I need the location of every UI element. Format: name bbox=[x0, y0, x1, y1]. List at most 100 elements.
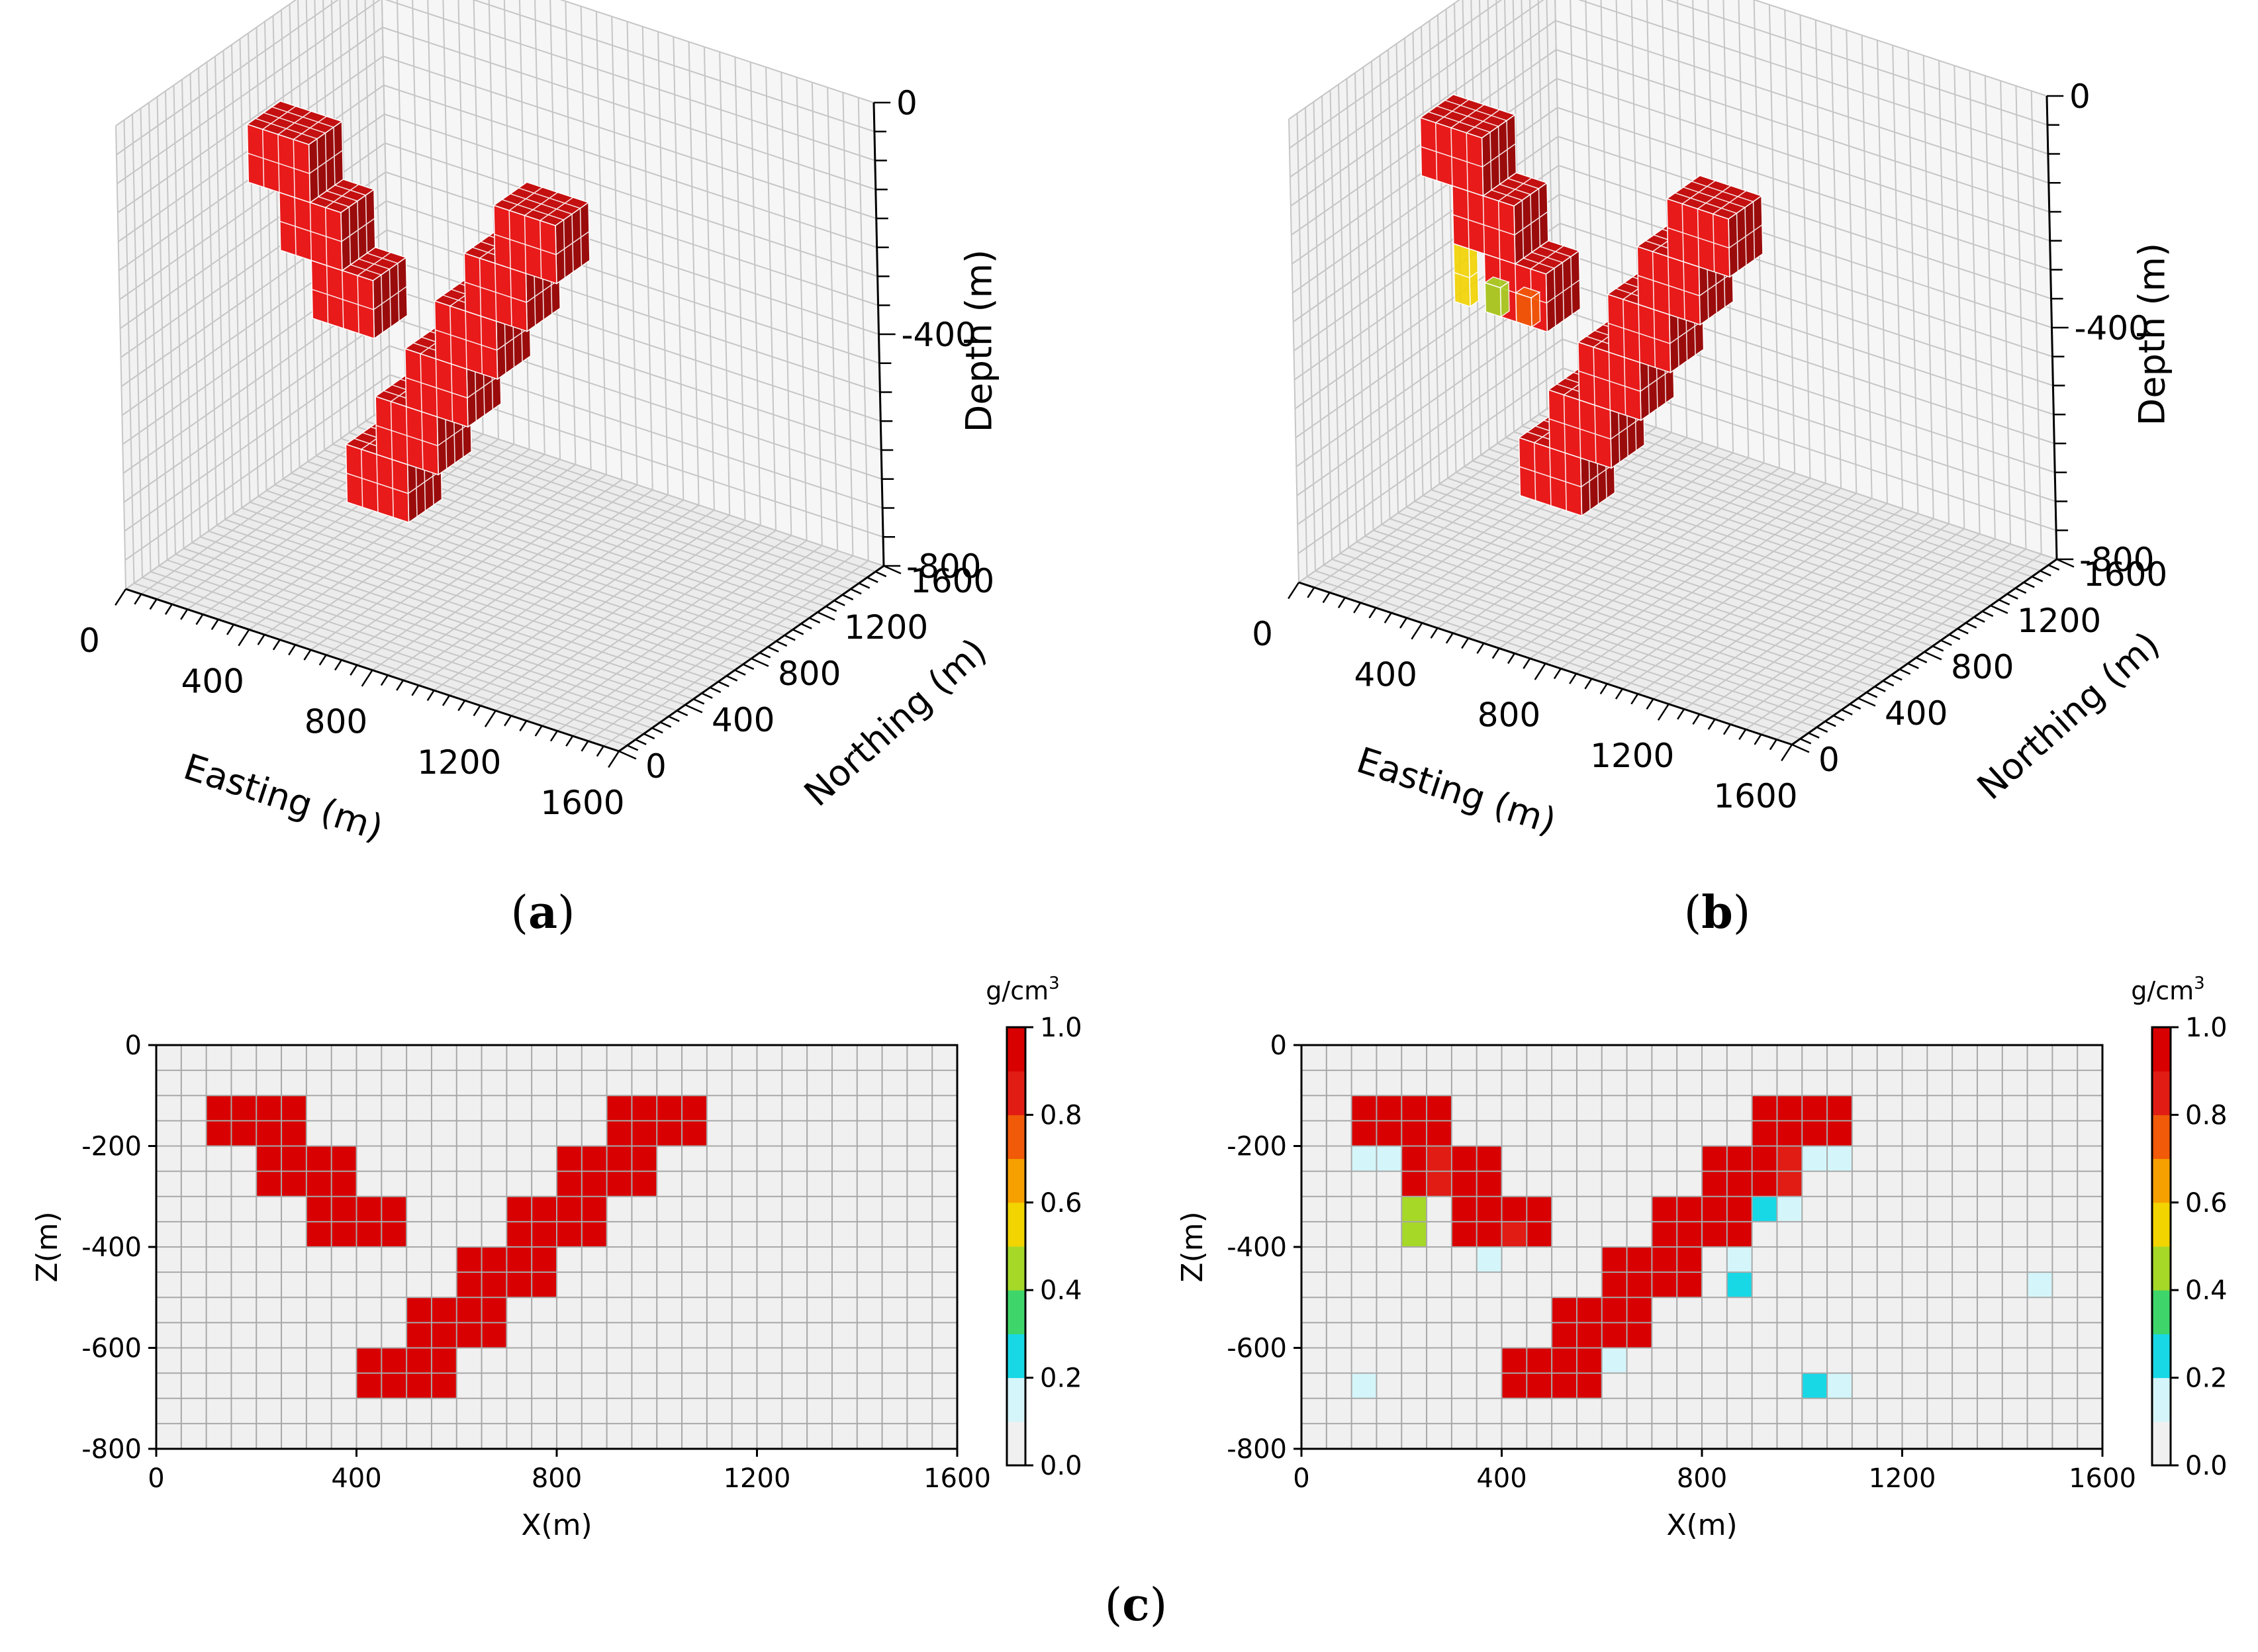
y-axis-label: Z(m) bbox=[30, 1211, 64, 1282]
heatmap-cell bbox=[406, 1348, 432, 1373]
northing-tick bbox=[684, 704, 703, 713]
x-tick-label: 1200 bbox=[1869, 1463, 1936, 1494]
heatmap-cell bbox=[1552, 1348, 1577, 1373]
voxel-side-face bbox=[1499, 281, 1510, 318]
northing-tick-label: 1200 bbox=[844, 608, 928, 647]
colorbar-bin bbox=[2152, 1027, 2171, 1072]
northing-tick bbox=[784, 634, 796, 641]
heatmap-cell bbox=[331, 1171, 357, 1197]
northing-tick bbox=[825, 606, 837, 612]
easting-tick bbox=[149, 598, 158, 610]
northing-tick bbox=[1957, 627, 1969, 635]
easting-tick bbox=[318, 654, 327, 666]
heatmap-cell bbox=[581, 1146, 607, 1171]
heatmap-cell bbox=[1726, 1272, 1752, 1298]
northing-tick bbox=[1891, 674, 1903, 681]
easting-tick bbox=[534, 725, 543, 737]
heatmap-cell bbox=[1451, 1196, 1477, 1222]
northing-tick bbox=[817, 611, 835, 621]
heatmap-cell bbox=[356, 1373, 382, 1399]
colorbar-frame bbox=[1006, 1026, 1027, 1467]
northing-tick bbox=[2047, 564, 2060, 571]
heatmap-cell bbox=[1702, 1221, 1727, 1247]
heatmap-cell bbox=[1726, 1247, 1752, 1273]
northing-tick bbox=[2040, 570, 2051, 576]
heatmap-cell bbox=[1427, 1171, 1452, 1197]
heatmap-cell bbox=[206, 1095, 232, 1121]
voxel-block bbox=[493, 181, 590, 285]
northing-tick-label: 1600 bbox=[2083, 555, 2167, 594]
easting-tick bbox=[1769, 739, 1777, 751]
northing-tick bbox=[742, 663, 755, 670]
heatmap-cells bbox=[1351, 1095, 2053, 1399]
northing-tick bbox=[692, 698, 705, 705]
heatmap-cell bbox=[1527, 1348, 1552, 1373]
heatmap-cell bbox=[381, 1196, 407, 1222]
northing-tick bbox=[1799, 738, 1812, 745]
heatmap-cell bbox=[1576, 1373, 1602, 1399]
northing-tick bbox=[1973, 616, 1985, 623]
heatmap-cell bbox=[481, 1297, 507, 1323]
heatmap-cell bbox=[1476, 1146, 1502, 1171]
heatmap-cell bbox=[381, 1221, 407, 1247]
depth-tick-label: -800 bbox=[906, 547, 981, 586]
heatmap-cell bbox=[1652, 1196, 1677, 1222]
panel-a-3d-plot: 0400800120016000400800120016000-400-800E… bbox=[79, 0, 1000, 849]
heatmap-cell bbox=[1501, 1221, 1527, 1247]
heatmap-cell bbox=[557, 1221, 582, 1247]
heatmap-cell bbox=[632, 1171, 657, 1197]
easting-tick bbox=[565, 735, 574, 747]
heatmap-cell bbox=[356, 1196, 382, 1222]
heatmap-cell bbox=[1802, 1121, 1828, 1146]
heatmap-cell bbox=[231, 1095, 257, 1121]
easting-tick bbox=[549, 730, 558, 742]
easting-tick bbox=[1754, 734, 1762, 745]
northing-tick bbox=[1882, 680, 1895, 687]
depth-axis-label: Depth (m) bbox=[959, 250, 1000, 432]
y-tick-label: 0 bbox=[1270, 1031, 1287, 1061]
colorbar-bin bbox=[1007, 1334, 1025, 1379]
colorbar-bin bbox=[2152, 1115, 2171, 1160]
heatmap-cell bbox=[431, 1297, 457, 1323]
panel-label-b: (b) bbox=[1684, 886, 1751, 939]
colorbar-frame bbox=[2151, 1026, 2172, 1467]
northing-tick bbox=[1849, 703, 1861, 710]
heatmap-cell bbox=[406, 1297, 432, 1323]
depth-tick-label: 0 bbox=[896, 84, 917, 122]
colorbar-bin bbox=[1007, 1115, 1025, 1160]
easting-tick bbox=[473, 705, 481, 717]
easting-tick-label: 1600 bbox=[540, 784, 624, 822]
heatmap-cell bbox=[1702, 1196, 1727, 1222]
heatmap-cell bbox=[481, 1247, 507, 1273]
easting-tick-label: 400 bbox=[1354, 655, 1417, 694]
heatmap-cell bbox=[356, 1348, 382, 1373]
heatmap-cell bbox=[1802, 1095, 1828, 1121]
heatmap-cell bbox=[1476, 1196, 1502, 1222]
heatmap-cell bbox=[1427, 1095, 1452, 1121]
colorbar-tick-label: 0.6 bbox=[1040, 1188, 1082, 1218]
easting-tick bbox=[426, 690, 435, 702]
northing-tick bbox=[1907, 663, 1919, 669]
northing-tick-label: 1600 bbox=[910, 562, 994, 600]
easting-tick bbox=[396, 680, 404, 691]
colorbar-bin bbox=[2152, 1377, 2171, 1422]
colorbar-bin bbox=[1007, 1158, 1025, 1203]
heatmap-cell bbox=[381, 1373, 407, 1399]
heatmap-cell bbox=[1552, 1297, 1577, 1323]
colorbar-tick-label: 0.0 bbox=[1040, 1451, 1082, 1481]
easting-tick bbox=[1599, 683, 1608, 695]
heatmap-cell bbox=[456, 1272, 482, 1298]
easting-tick bbox=[1461, 637, 1470, 649]
northing-tick bbox=[858, 582, 870, 589]
heatmap-cell bbox=[1726, 1221, 1752, 1247]
heatmap-cell bbox=[1652, 1221, 1677, 1247]
voxel-cell-grid bbox=[494, 187, 590, 279]
easting-tick bbox=[164, 604, 173, 615]
heatmap-cell bbox=[1752, 1171, 1777, 1197]
voxel-block bbox=[1666, 175, 1764, 278]
northing-tick bbox=[1832, 715, 1845, 721]
heatmap-cell bbox=[1501, 1373, 1527, 1399]
heatmap-cell bbox=[1626, 1322, 1652, 1348]
easting-tick bbox=[1615, 688, 1623, 700]
voxel-front-face bbox=[1515, 292, 1532, 328]
